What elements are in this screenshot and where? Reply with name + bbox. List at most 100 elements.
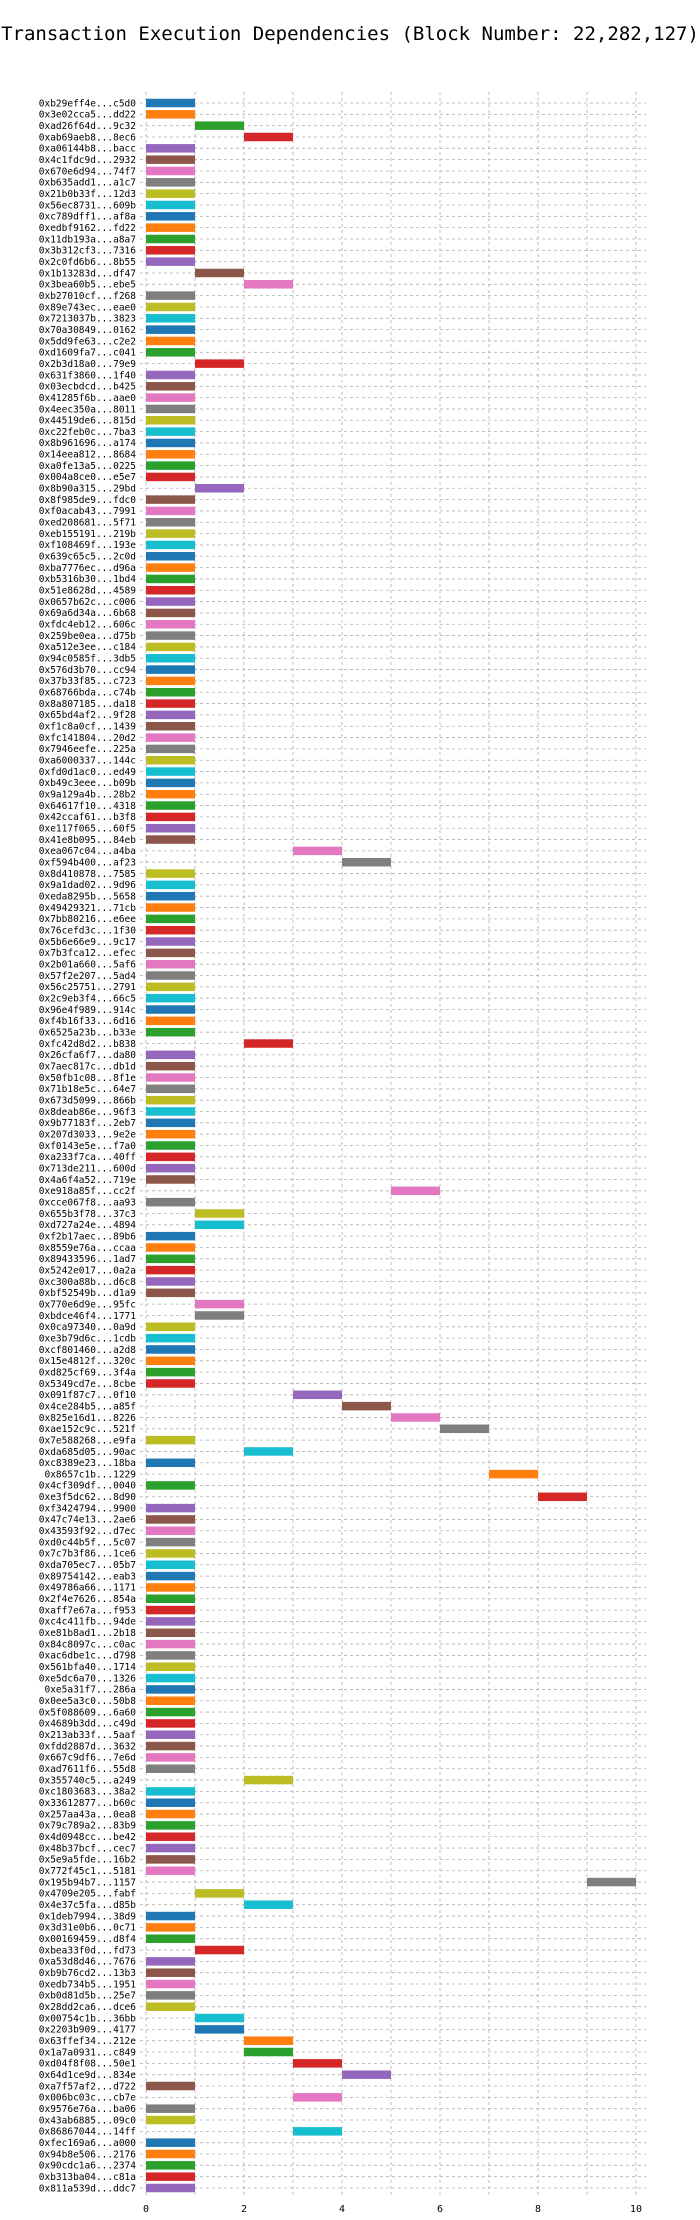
transaction-bar [146,1594,195,1604]
transaction-bar [538,1492,587,1502]
y-tick-label: 0xad26f64d...9c32 [39,121,136,132]
y-tick-label: 0xa0fe13a5...0225 [39,461,136,472]
transaction-bar [244,1447,293,1456]
y-tick-label: 0x4689b3dd...c49d [39,1719,136,1730]
y-tick-label: 0xc1803683...38a2 [39,1787,136,1798]
transaction-bar [146,597,195,606]
y-tick-label: 0x7e588268...e9fa [39,1435,136,1446]
transaction-bar [146,1231,195,1241]
transaction-bar [146,314,195,323]
y-tick-label: 0x65bd4af2...9f28 [39,710,137,721]
transaction-bar [146,733,195,742]
transaction-bar [146,948,195,958]
y-tick-label: 0x00169459...d8f4 [39,1934,137,1945]
y-tick-label: 0x28dd2ca6...dce6 [39,2002,137,2013]
y-tick-label: 0xa53d8d46...7676 [39,1957,137,1968]
y-tick-label: 0xa233f7ca...40ff [39,1152,136,1163]
y-tick-label: 0x8f985de9...fdc0 [39,495,137,506]
transaction-bar [146,1379,195,1388]
y-tick-label: 0x9a1dad02...9d96 [39,880,137,891]
y-tick-label: 0xfc42d8d2...b838 [39,1039,137,1050]
x-tick-label: 2 [241,2204,247,2215]
y-tick-label: 0xfdd2887d...3632 [39,1741,136,1752]
y-tick-label: 0x259be0ea...d75b [39,631,137,642]
y-tick-label: 0x1b13283d...df47 [39,268,136,279]
y-tick-label: 0x5349cd7e...8cbe [39,1379,137,1390]
y-tick-label: 0xb27010cf...f268 [39,291,137,302]
transaction-bar [146,348,195,357]
transaction-bar [146,212,195,221]
y-tick-label: 0xe117f065...60f5 [39,824,136,835]
transaction-bar [146,563,195,572]
transaction-bar [146,1333,195,1343]
transaction-bar [146,189,195,198]
y-tick-label: 0x51e8628d...4589 [39,586,137,597]
transaction-bar [146,1016,195,1026]
y-tick-label: 0xf108469f...193e [39,540,137,551]
transaction-bar [146,2172,195,2181]
transaction-bar [195,1209,244,1218]
transaction-bar [146,1719,195,1728]
transaction-bar [146,336,195,346]
y-tick-label: 0x8657c1b...1229 [44,1469,136,1480]
y-tick-label: 0x7213037b...3823 [39,314,136,325]
y-tick-label: 0x69a6d34a...6b68 [39,608,137,619]
y-tick-label: 0xf1c8a0cf...1439 [39,722,137,733]
y-tick-label: 0xe5dc6a70...1326 [39,1673,137,1684]
y-tick-label: 0x57f2e207...5ad4 [39,971,137,982]
y-tick-label: 0x713de211...600d [39,1163,136,1174]
transaction-bar [342,1401,391,1411]
y-tick-label: 0xe5a31f7...286a [44,1685,136,1696]
y-tick-label: 0xedb734b5...1951 [39,1979,137,1990]
y-tick-label: 0xf594b400...af23 [39,858,136,869]
chart-title: Transaction Execution Dependencies (Bloc… [1,23,699,45]
transaction-bar [146,914,195,924]
transaction-bar [146,1957,195,1966]
transaction-bar [146,710,195,720]
transaction-bar [146,1163,195,1173]
y-tick-label: 0xfc141804...20d2 [39,733,136,744]
transaction-bar [293,2093,342,2102]
y-tick-label: 0x86867044...14ff [39,2127,136,2138]
transaction-bar [195,1945,244,1955]
transaction-bar [146,1662,195,1671]
transaction-bar [146,144,195,153]
transaction-bar [195,2013,244,2023]
transaction-bar [146,450,195,459]
transaction-bar [146,1537,195,1547]
y-tick-label: 0x41285f6b...aae0 [39,393,137,404]
y-tick-label: 0x94c0585f...3db5 [39,654,136,665]
y-tick-label: 0x42ccaf61...b3f8 [39,812,137,823]
y-tick-label: 0xd727a24e...4894 [39,1220,137,1231]
transaction-bar [146,1073,195,1082]
y-tick-label: 0xc300a88b...d6c8 [39,1277,137,1288]
y-tick-label: 0x48b37bcf...cec7 [39,1843,136,1854]
transaction-bar [146,1243,195,1252]
y-tick-label: 0x96e4f989...914c [39,1005,136,1016]
transaction-bar [146,620,195,629]
transaction-bar [146,1084,195,1094]
y-tick-label: 0xd04f8f08...50e1 [39,2059,137,2070]
transaction-bar [146,495,195,504]
y-tick-label: 0x9a129a4b...28b2 [39,790,136,801]
transaction-bar [146,744,195,754]
y-tick-label: 0x8b961696...a174 [39,438,137,449]
transaction-bar [146,574,195,584]
y-tick-label: 0x3e02cca5...dd22 [39,110,136,121]
transaction-bar [146,1061,195,1071]
bars [146,98,636,2193]
transaction-bar [146,586,195,595]
y-tick-label: 0xeda8295b...5658 [39,892,137,903]
y-tick-label: 0x89754142...eab3 [39,1571,136,1582]
y-tick-label: 0xea067c04...a4ba [39,846,136,857]
y-tick-label: 0xa512e3ee...c184 [39,642,137,653]
transaction-bar [146,1764,195,1773]
y-tick-label: 0x8b90a315...29bd [39,484,136,495]
y-tick-label: 0xbf52549b...d1a9 [39,1288,137,1299]
y-tick-label: 0xedbf9162...fd22 [39,223,136,234]
transaction-bar [195,268,244,278]
transaction-bar [146,903,195,912]
transaction-bar [146,1923,195,1932]
y-tick-label: 0x091f87c7...0f10 [39,1390,137,1401]
y-tick-label: 0x4ce284b5...a85f [39,1401,136,1412]
